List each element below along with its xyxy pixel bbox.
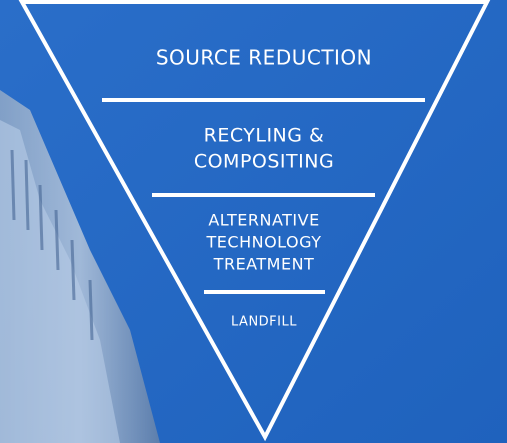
level-label: ALTERNATIVE [208, 211, 319, 230]
page: {"diagram": {"levels": [ {"lines": ["SOU… [0, 0, 507, 443]
level-label: TREATMENT [213, 255, 315, 274]
level-label: LANDFILL [231, 315, 297, 330]
level-label: SOURCE REDUCTION [156, 46, 372, 70]
level-label: RECYLING & [204, 125, 325, 147]
hierarchy-diagram: SOURCE REDUCTION RECYLING & COMPOSITING … [0, 0, 507, 443]
level-label: TECHNOLOGY [206, 233, 322, 252]
level-label: COMPOSITING [194, 151, 334, 173]
